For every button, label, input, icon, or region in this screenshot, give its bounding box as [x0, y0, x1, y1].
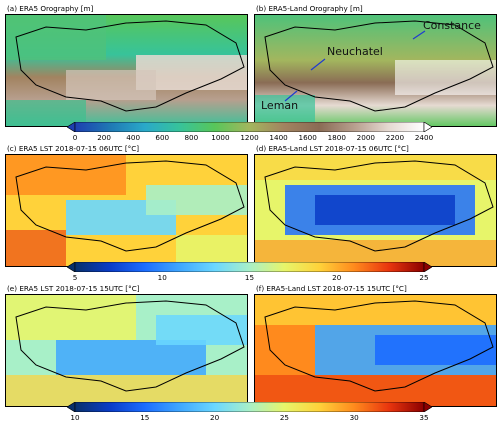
colorbar-tick-label: 5	[72, 273, 78, 282]
colorbar-tick-label: 0	[72, 133, 78, 142]
colorbar-tick-label: 200	[97, 133, 111, 142]
map-panel-c	[5, 154, 248, 267]
colorbar-tick-label: 10	[70, 413, 80, 422]
swiss-border-a	[15, 20, 245, 112]
lst06-field-era5	[6, 155, 247, 266]
colorbar-tick-label: 25	[279, 413, 289, 422]
swiss-border-f	[264, 300, 494, 392]
colorbar-tick-label: 1600	[298, 133, 317, 142]
panel-f-title: (f) ERA5-Land LST 2018-07-15 15UTC [°C]	[256, 284, 407, 293]
colorbar-tick-label: 30	[349, 413, 359, 422]
lst15-field-era5	[6, 295, 247, 406]
swiss-border-e	[15, 300, 245, 392]
panel-d-title: (d) ERA5-Land LST 2018-07-15 06UTC [°C]	[256, 144, 409, 153]
colorbar-tick-label: 25	[419, 273, 429, 282]
arrow-leman	[284, 90, 298, 102]
colorbar-lst06	[67, 262, 432, 272]
colorbar-tick-label: 10	[157, 273, 167, 282]
orography-field-era5	[6, 15, 247, 126]
map-panel-d	[254, 154, 497, 267]
colorbar-tick-label: 2200	[385, 133, 405, 142]
colorbar-tick-label: 1800	[327, 133, 346, 142]
colorbar-tick-label: 15	[140, 413, 150, 422]
map-panel-b: Constance Neuchatel Leman	[254, 14, 497, 127]
colorbar-tick-label: 15	[244, 273, 255, 282]
colorbar-tick-label: 2400	[414, 133, 434, 142]
colorbar-tick-label: 600	[155, 133, 170, 142]
arrow-constance	[412, 30, 426, 40]
colorbar-tick-label: 1400	[269, 133, 288, 142]
panel-b-title: (b) ERA5-Land Orography [m]	[256, 4, 363, 13]
colorbar-orography	[67, 122, 432, 132]
panel-a-title: (a) ERA5 Orography [m]	[7, 4, 94, 13]
label-constance: Constance	[423, 19, 481, 32]
colorbar-lst15	[67, 402, 432, 412]
panel-e-title: (e) ERA5 LST 2018-07-15 15UTC [°C]	[7, 284, 140, 293]
colorbar-tick-label: 20	[210, 413, 220, 422]
lst15-field-era5-land	[255, 295, 496, 406]
swiss-border-c	[15, 160, 245, 252]
colorbar-tick-label: 800	[184, 133, 199, 142]
map-panel-e	[5, 294, 248, 407]
map-panel-a	[5, 14, 248, 127]
colorbar-tick-label: 20	[332, 273, 342, 282]
colorbar-tick-label: 1000	[211, 133, 230, 142]
swiss-border-b	[264, 20, 494, 112]
arrow-neuchatel	[310, 58, 326, 71]
colorbar-tick-label: 1200	[240, 133, 259, 142]
label-leman: Leman	[261, 99, 298, 112]
swiss-border-d	[264, 160, 494, 252]
map-panel-f	[254, 294, 497, 407]
orography-field-era5-land: Constance Neuchatel Leman	[255, 15, 496, 126]
colorbar-tick-label: 35	[419, 413, 429, 422]
label-neuchatel: Neuchatel	[327, 45, 383, 58]
colorbar-tick-label: 2000	[356, 133, 375, 142]
lst06-field-era5-land	[255, 155, 496, 266]
panel-c-title: (c) ERA5 LST 2018-07-15 06UTC [°C]	[7, 144, 140, 153]
colorbar-tick-label: 400	[126, 133, 141, 142]
